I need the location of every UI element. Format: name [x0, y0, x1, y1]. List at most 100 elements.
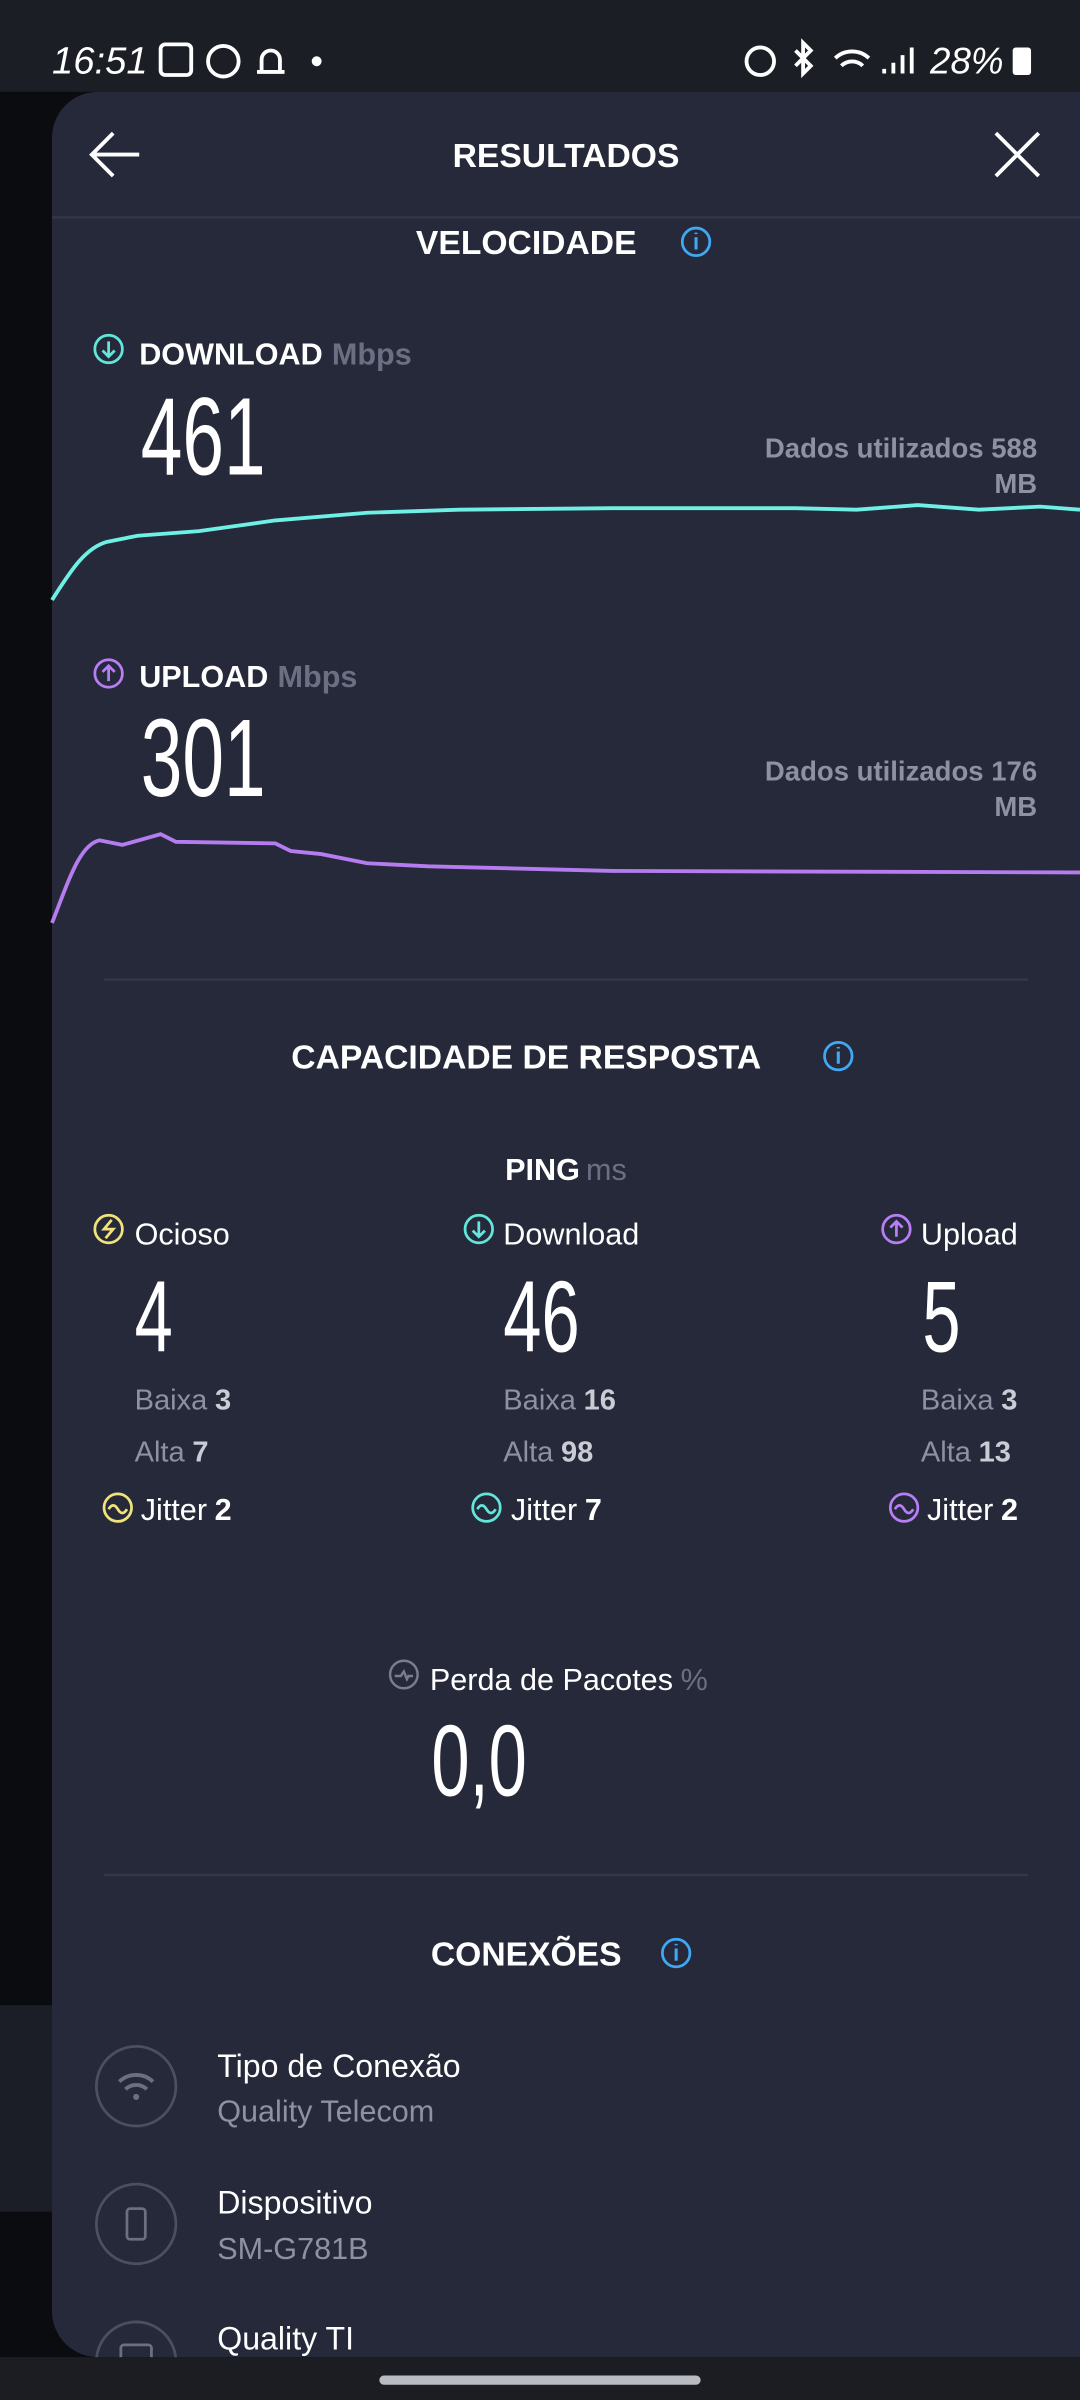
info-button[interactable] [680, 226, 712, 257]
section-title: VELOCIDADE [416, 225, 637, 262]
status-time: 16:51 [52, 39, 148, 82]
idle-icon [93, 1213, 124, 1245]
icon-wave [107, 1504, 129, 1515]
jitter-label: Jitter [141, 1493, 207, 1527]
download-label-text: DOWNLOAD [139, 337, 322, 371]
low-label: Baixa [921, 1385, 995, 1417]
icon-bolt [101, 1219, 117, 1240]
dot-icon [311, 56, 322, 67]
connection-icon [94, 2045, 178, 2128]
jitter: Jitter 2 [927, 1493, 1018, 1527]
ping-value: 4 [135, 1261, 173, 1373]
close-icon[interactable] [994, 131, 1041, 178]
alarm-icon [744, 45, 776, 77]
close-button[interactable] [994, 131, 1041, 178]
column-name: Upload [921, 1217, 1018, 1251]
packet-loss-value: 0,0 [431, 1705, 526, 1817]
icon-circle [388, 1659, 419, 1690]
icon-arrow [471, 1221, 486, 1239]
ping-low: Baixa 3 [921, 1385, 1017, 1417]
high-label: Alta [135, 1437, 186, 1469]
background-panel [0, 2005, 53, 2212]
high-value: 98 [561, 1437, 593, 1469]
icon-circle [94, 2045, 178, 2128]
low-value: 3 [1001, 1385, 1017, 1417]
wifi-icon [833, 49, 871, 68]
icon-dot [133, 2093, 140, 2100]
high-label: Alta [921, 1437, 972, 1469]
home-indicator[interactable] [379, 2375, 701, 2385]
item-subtitle: SM-G781B [217, 2232, 368, 2266]
back-button[interactable] [89, 131, 140, 178]
download-value: 461 [141, 375, 266, 498]
jitter-label: Jitter [927, 1493, 993, 1527]
jitter-icon [888, 1492, 920, 1523]
info-icon[interactable] [823, 1040, 854, 1072]
upload-label: UPLOAD Mbps [139, 660, 357, 694]
icon-wifi [118, 2073, 155, 2091]
jitter-icon [102, 1492, 133, 1523]
ping-high: Alta 7 [135, 1437, 209, 1469]
upload-icon [881, 1213, 912, 1245]
icon-phone [125, 2207, 147, 2241]
column-name: Download [503, 1217, 639, 1251]
icon-wave [476, 1504, 497, 1515]
item-title: Quality TI [217, 2320, 354, 2356]
upload-value: 301 [141, 696, 266, 819]
icon-wave [893, 1504, 915, 1515]
download-unit: Mbps [332, 337, 412, 371]
icon-arrow [101, 341, 116, 359]
jitter-label: Jitter [511, 1493, 577, 1527]
device-icon [94, 2182, 178, 2266]
download-icon [463, 1213, 494, 1245]
ping-label: PING ms [505, 1153, 627, 1187]
upload-label-text: UPLOAD [139, 660, 268, 694]
status-battery: 28% [929, 40, 1003, 81]
icon-circle [471, 1492, 502, 1523]
item-title: Tipo de Conexão [217, 2048, 460, 2084]
jitter: Jitter 2 [141, 1493, 232, 1527]
ping-value: 5 [922, 1261, 960, 1373]
info-button[interactable] [823, 1040, 854, 1072]
low-label: Baixa [135, 1385, 209, 1417]
icon-circle [102, 1492, 133, 1523]
upload-icon [93, 658, 124, 689]
icon-circle [93, 658, 124, 689]
back-arrow[interactable] [89, 131, 140, 178]
icon-circle [881, 1213, 912, 1245]
packet-loss-unit: % [681, 1663, 708, 1697]
status-icons [158, 38, 914, 79]
jitter-value: 2 [215, 1493, 232, 1527]
signal-icon [882, 47, 914, 74]
battery-icon [1012, 47, 1032, 75]
low-value: 3 [215, 1385, 231, 1417]
info-icon[interactable] [680, 226, 712, 257]
icon-circle [463, 1213, 494, 1245]
packet-loss-label-text: Perda de Pacotes [430, 1663, 673, 1697]
bluetooth-icon [794, 38, 814, 79]
gallery-icon [158, 42, 194, 77]
icon-pulse [394, 1668, 414, 1683]
upload-data-used: Dados utilizados 176 [765, 756, 1037, 787]
icon-arrow [889, 1219, 904, 1237]
info-icon[interactable] [661, 1937, 692, 1969]
download-label: DOWNLOAD Mbps [139, 337, 412, 371]
download-data-unit: MB [994, 468, 1037, 499]
ping-low: Baixa 3 [135, 1385, 231, 1417]
upload-data-unit: MB [994, 791, 1037, 822]
info-button[interactable] [661, 1937, 692, 1969]
item-title: Dispositivo [217, 2184, 372, 2220]
low-value: 16 [584, 1385, 616, 1417]
low-label: Baixa [503, 1385, 577, 1417]
icon-circle [93, 1213, 124, 1245]
section-title: CAPACIDADE DE RESPOSTA [291, 1039, 761, 1076]
upload-graph [50, 832, 1080, 924]
jitter-icon [471, 1492, 502, 1523]
ping-low: Baixa 16 [503, 1385, 616, 1417]
high-value: 13 [979, 1437, 1011, 1469]
column-name: Ocioso [135, 1217, 230, 1251]
upload-unit: Mbps [278, 660, 358, 694]
download-icon [93, 333, 124, 365]
